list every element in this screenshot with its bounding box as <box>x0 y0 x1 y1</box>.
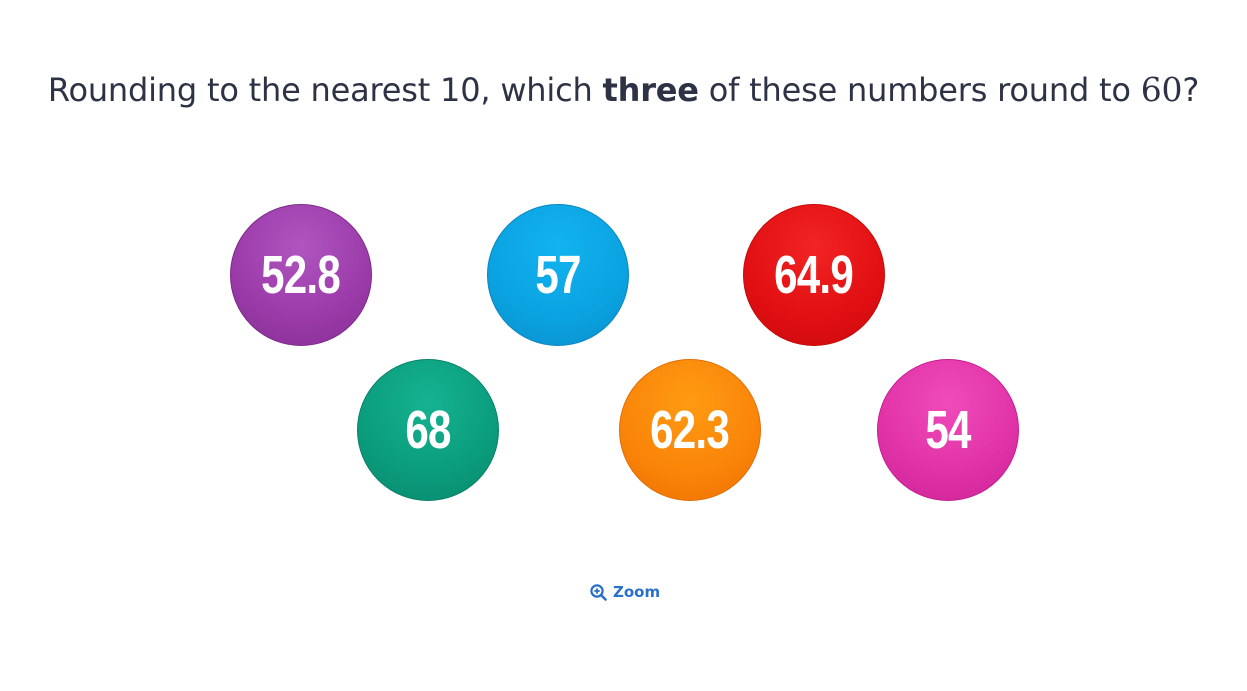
number-ball-label: 68 <box>405 400 451 460</box>
zoom-in-icon <box>590 583 607 601</box>
number-ball-pink: 54 <box>877 359 1019 501</box>
number-ball-label: 54 <box>925 400 971 460</box>
question-suffix: ? <box>1182 71 1200 109</box>
zoom-button[interactable]: Zoom <box>590 583 660 601</box>
number-ball-label: 52.8 <box>261 245 342 305</box>
number-ball-label: 64.9 <box>774 245 855 305</box>
number-ball-blue: 57 <box>487 204 629 346</box>
zoom-label: Zoom <box>613 583 661 601</box>
number-ball-green: 68 <box>357 359 499 501</box>
number-ball-label: 57 <box>535 245 581 305</box>
question-text: Rounding to the nearest 10, which three … <box>0 70 1247 109</box>
number-ball-red: 64.9 <box>743 204 885 346</box>
number-ball-purple: 52.8 <box>230 204 372 346</box>
question-prefix: Rounding to the nearest 10, which <box>47 71 603 109</box>
question-emphasis: three <box>602 71 699 109</box>
number-ball-orange: 62.3 <box>619 359 761 501</box>
question-middle: of these numbers round to <box>698 71 1141 109</box>
question-target-number: 60 <box>1140 70 1183 109</box>
number-ball-label: 62.3 <box>650 400 731 460</box>
